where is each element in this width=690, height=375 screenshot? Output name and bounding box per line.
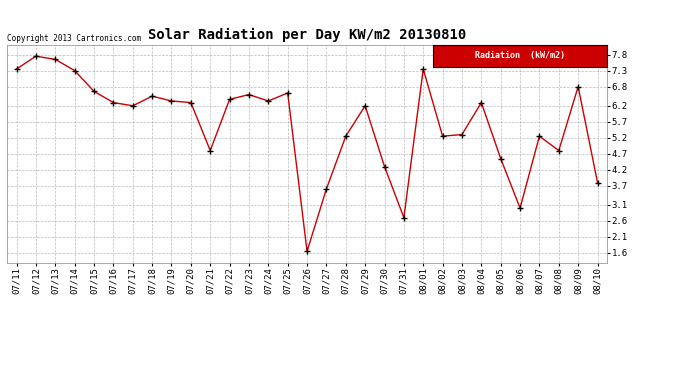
Text: Copyright 2013 Cartronics.com: Copyright 2013 Cartronics.com [7, 34, 141, 43]
Title: Solar Radiation per Day KW/m2 20130810: Solar Radiation per Day KW/m2 20130810 [148, 28, 466, 42]
